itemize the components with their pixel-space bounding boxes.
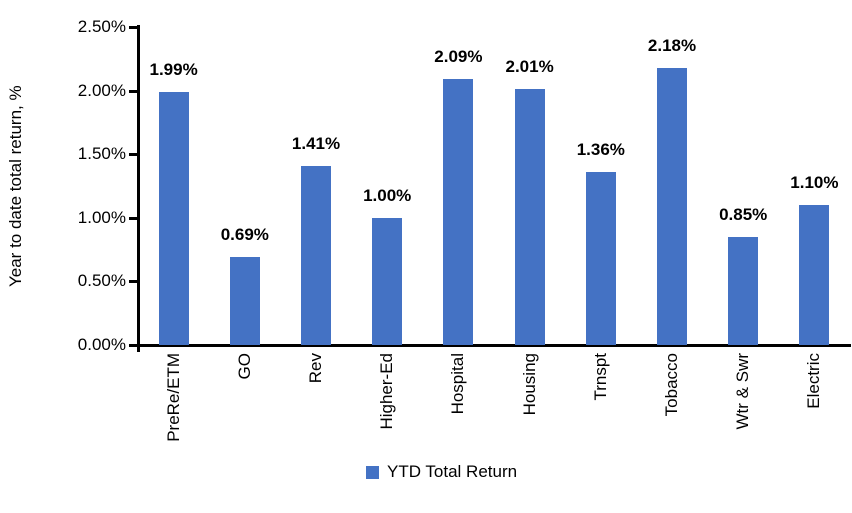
bar-value-label: 2.01% <box>505 57 554 77</box>
y-axis-tick-label: 1.00% <box>77 207 126 227</box>
y-axis-tick-label: 0.50% <box>77 271 126 291</box>
legend: YTD Total Return <box>366 462 517 482</box>
y-axis-tick-mark <box>129 216 138 220</box>
bar-PreRe/ETM <box>158 91 189 345</box>
bar-Hospital <box>443 79 474 345</box>
x-axis-tick-label: Housing <box>519 353 539 416</box>
bar-value-label: 1.36% <box>576 140 625 159</box>
y-axis-line <box>137 25 140 352</box>
bar-Wtr & Swr <box>728 236 759 345</box>
x-axis-tick-label: Hospital <box>448 353 468 415</box>
legend-swatch <box>366 465 379 479</box>
y-axis-tick-label: 2.50% <box>77 17 126 36</box>
y-axis-tick-mark <box>129 89 138 93</box>
x-axis-tick-label: Electric <box>804 353 824 409</box>
bar-value-label: 1.00% <box>363 185 412 205</box>
y-axis-tick-label: 0.00% <box>77 335 126 354</box>
bar-Housing <box>514 89 545 345</box>
legend-label: YTD Total Return <box>387 462 518 481</box>
bar-value-label: 1.41% <box>291 133 341 153</box>
bar-value-label: 1.10% <box>790 173 839 193</box>
x-axis-line <box>137 344 851 347</box>
y-axis-tick-mark <box>129 280 138 284</box>
bar-value-label: 0.69% <box>220 225 269 245</box>
x-axis-tick-label: PreRe/ETM <box>163 353 183 442</box>
x-axis-tick-label: Wtr & Swr <box>733 353 753 430</box>
bar-value-label: 0.85% <box>719 204 768 224</box>
x-axis-tick-label: Rev <box>306 353 325 384</box>
y-axis-tick-mark <box>129 153 138 157</box>
bar-GO <box>229 257 260 345</box>
x-axis-tick-label: GO <box>234 353 254 380</box>
y-axis-tick-mark <box>129 344 138 347</box>
bar-Higher-Ed <box>372 217 403 345</box>
bar-Rev <box>301 165 331 345</box>
y-axis-title: Year to date total return, % <box>6 85 25 287</box>
bar-value-label: 2.18% <box>647 35 697 55</box>
y-axis-tick-mark <box>129 26 138 29</box>
bar-Trnspt <box>585 172 616 345</box>
x-axis-tick-label: Higher-Ed <box>377 353 397 430</box>
x-axis-tick-label: Trnspt <box>590 353 610 401</box>
bar-value-label: 1.99% <box>149 59 198 79</box>
y-axis-tick-label: 1.50% <box>77 144 126 164</box>
bar-Electric <box>799 205 830 345</box>
x-axis-tick-label: Tobacco <box>662 353 681 417</box>
y-axis-tick-label: 2.00% <box>77 80 126 100</box>
bar-Tobacco <box>657 67 687 345</box>
bar-value-label: 2.09% <box>434 47 483 67</box>
